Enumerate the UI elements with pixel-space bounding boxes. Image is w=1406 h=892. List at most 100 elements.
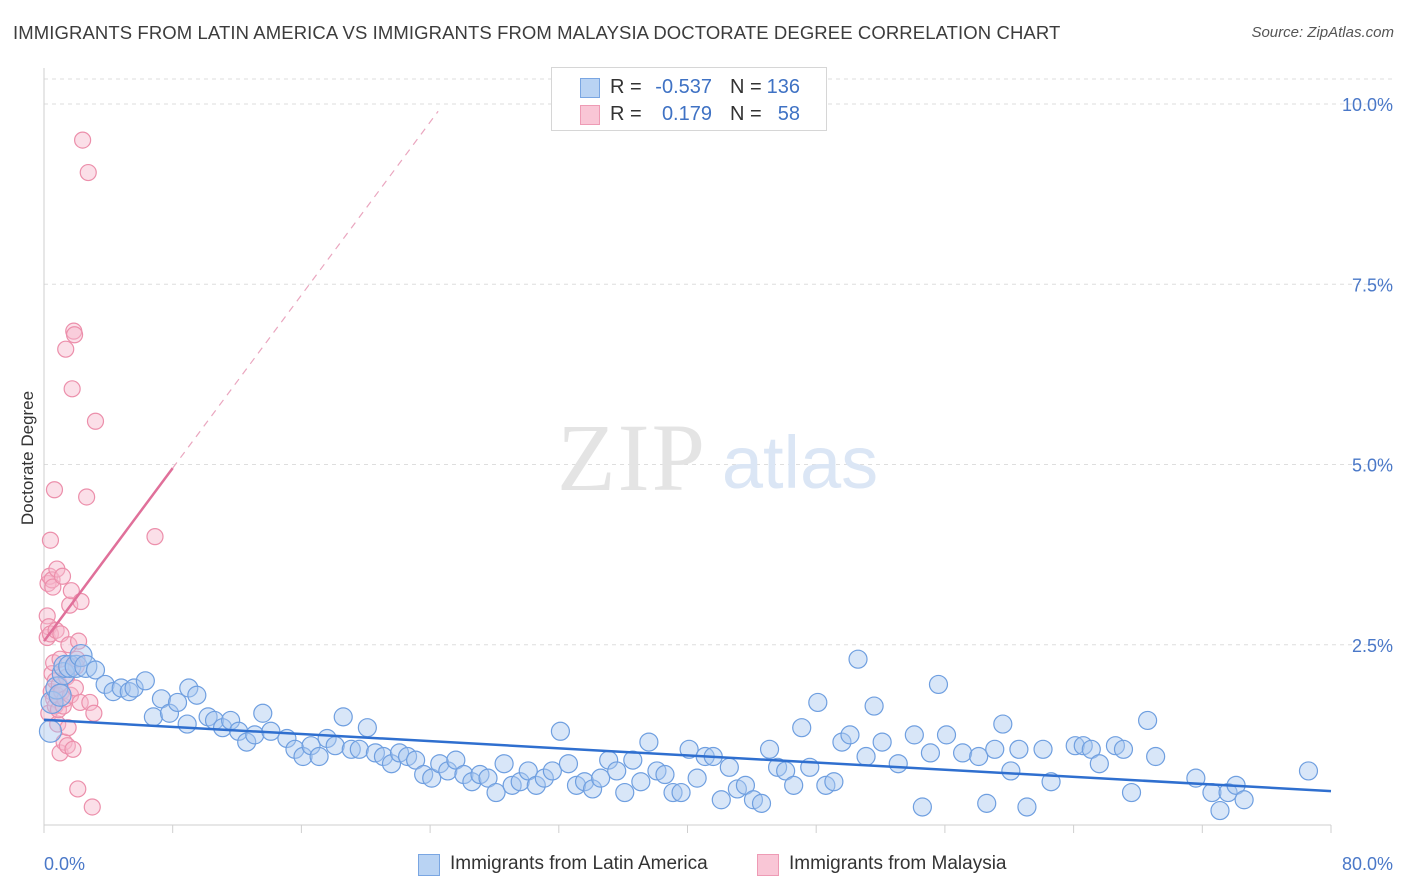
legend-n-label: N = <box>730 76 762 98</box>
latin-america-point <box>179 678 199 698</box>
latin-america-point <box>177 714 197 734</box>
latin-america-point <box>904 725 924 745</box>
latin-america-point <box>534 768 554 788</box>
latin-america-point <box>719 757 739 777</box>
latin-america-point <box>74 654 98 678</box>
latin-america-point <box>510 772 530 792</box>
latin-america-point <box>237 732 257 752</box>
latin-america-point <box>687 768 707 788</box>
latin-america-point <box>751 793 772 813</box>
bottom-legend-swatch-blue <box>418 854 440 876</box>
malaysia-point <box>45 481 64 499</box>
latin-america-point <box>550 721 571 741</box>
latin-america-point <box>1138 710 1158 731</box>
latin-america-point <box>462 772 482 792</box>
malaysia-point <box>57 340 75 358</box>
latin-america-point <box>888 754 908 774</box>
latin-america-point <box>325 736 345 756</box>
latin-america-point <box>446 750 466 770</box>
latin-america-point <box>1113 739 1134 759</box>
malaysia-point <box>63 380 81 398</box>
legend-row-malaysia: R = 0.179 N = 58 <box>552 100 826 128</box>
malaysia-point <box>51 744 69 762</box>
malaysia-point <box>64 740 82 758</box>
latin-america-point <box>151 689 172 709</box>
latin-america-point <box>574 772 595 792</box>
watermark-zip: ZIP <box>557 404 707 511</box>
y-tick-label: 5.0% <box>1352 456 1393 476</box>
malaysia-point <box>74 131 92 149</box>
latin-america-point <box>759 739 780 759</box>
latin-america-point <box>1065 736 1085 756</box>
bottom-legend-label: Immigrants from Malaysia <box>789 853 1007 874</box>
latin-america-point <box>406 750 426 770</box>
latin-america-point <box>792 718 812 738</box>
latin-america-point <box>808 692 828 713</box>
latin-america-point <box>1017 797 1037 817</box>
malaysia-point <box>146 528 164 546</box>
malaysia-point <box>41 531 60 549</box>
latin-america-point <box>95 674 115 695</box>
latin-america-point <box>623 750 643 770</box>
latin-america-point <box>124 678 144 698</box>
latin-america-point <box>85 660 106 680</box>
x-tick-label: 80.0% <box>1342 854 1393 874</box>
latin-america-point <box>245 725 265 745</box>
latin-america-point <box>663 782 683 803</box>
latin-america-point <box>920 743 941 763</box>
latin-america-point <box>952 743 973 763</box>
malaysia-point <box>71 693 89 712</box>
latin-america-point <box>349 739 369 759</box>
latin-america-point <box>167 692 188 713</box>
axis-ticks: 2.5% 5.0% 7.5% 10.0% 0.0% 80.0% <box>44 95 1393 874</box>
legend-n-label: N = <box>730 103 762 125</box>
legend-row-latin-america: R = -0.537 N = 136 <box>552 73 826 101</box>
malaysia-point <box>59 719 77 737</box>
latin-america-point <box>143 707 163 727</box>
latin-america-point <box>187 685 207 705</box>
latin-america-point <box>872 732 892 752</box>
source-label: Source: ZipAtlas.com <box>1251 24 1394 41</box>
latin-america-point <box>985 739 1005 759</box>
latin-america-point <box>1081 739 1101 759</box>
latin-america-point <box>711 790 731 810</box>
malaysia-point <box>38 607 56 625</box>
latin-america-point <box>48 683 72 707</box>
legend-swatch-blue <box>580 78 600 98</box>
legend-r-label: R = <box>610 103 642 125</box>
latin-america-point <box>631 772 651 792</box>
malaysia-point <box>83 798 101 816</box>
latin-america-point <box>293 746 313 767</box>
latin-america-point <box>333 707 353 727</box>
latin-america-point <box>1089 754 1109 774</box>
latin-america-point <box>253 703 273 723</box>
latin-america-point <box>607 761 627 781</box>
legend-n-value: 136 <box>766 76 800 98</box>
latin-america-point <box>1001 761 1021 781</box>
latin-america-point <box>422 768 442 788</box>
trend-lines <box>42 110 1332 793</box>
latin-america-point <box>848 649 868 669</box>
latin-america-trend-line <box>43 718 1332 793</box>
latin-america-point <box>784 775 804 795</box>
legend-r-label: R = <box>610 76 642 98</box>
malaysia-point <box>81 693 99 712</box>
latin-america-point <box>301 736 321 756</box>
latin-america-point <box>1234 790 1254 810</box>
malaysia-point <box>72 592 90 611</box>
x-tick-label: 0.0% <box>44 854 85 874</box>
latin-america-point <box>671 782 691 803</box>
latin-america-point <box>198 707 218 727</box>
legend-n-value: 58 <box>777 103 800 125</box>
latin-america-point <box>1298 761 1319 781</box>
latin-america-point <box>51 661 75 686</box>
latin-america-point <box>864 696 884 716</box>
latin-america-point <box>969 746 989 767</box>
latin-america-point <box>856 746 876 767</box>
legend-swatch-pink <box>580 105 600 125</box>
grid-lines <box>44 78 1393 646</box>
latin-america-point <box>615 782 635 803</box>
axes <box>43 68 1332 833</box>
malaysia-trend-line <box>42 467 174 642</box>
